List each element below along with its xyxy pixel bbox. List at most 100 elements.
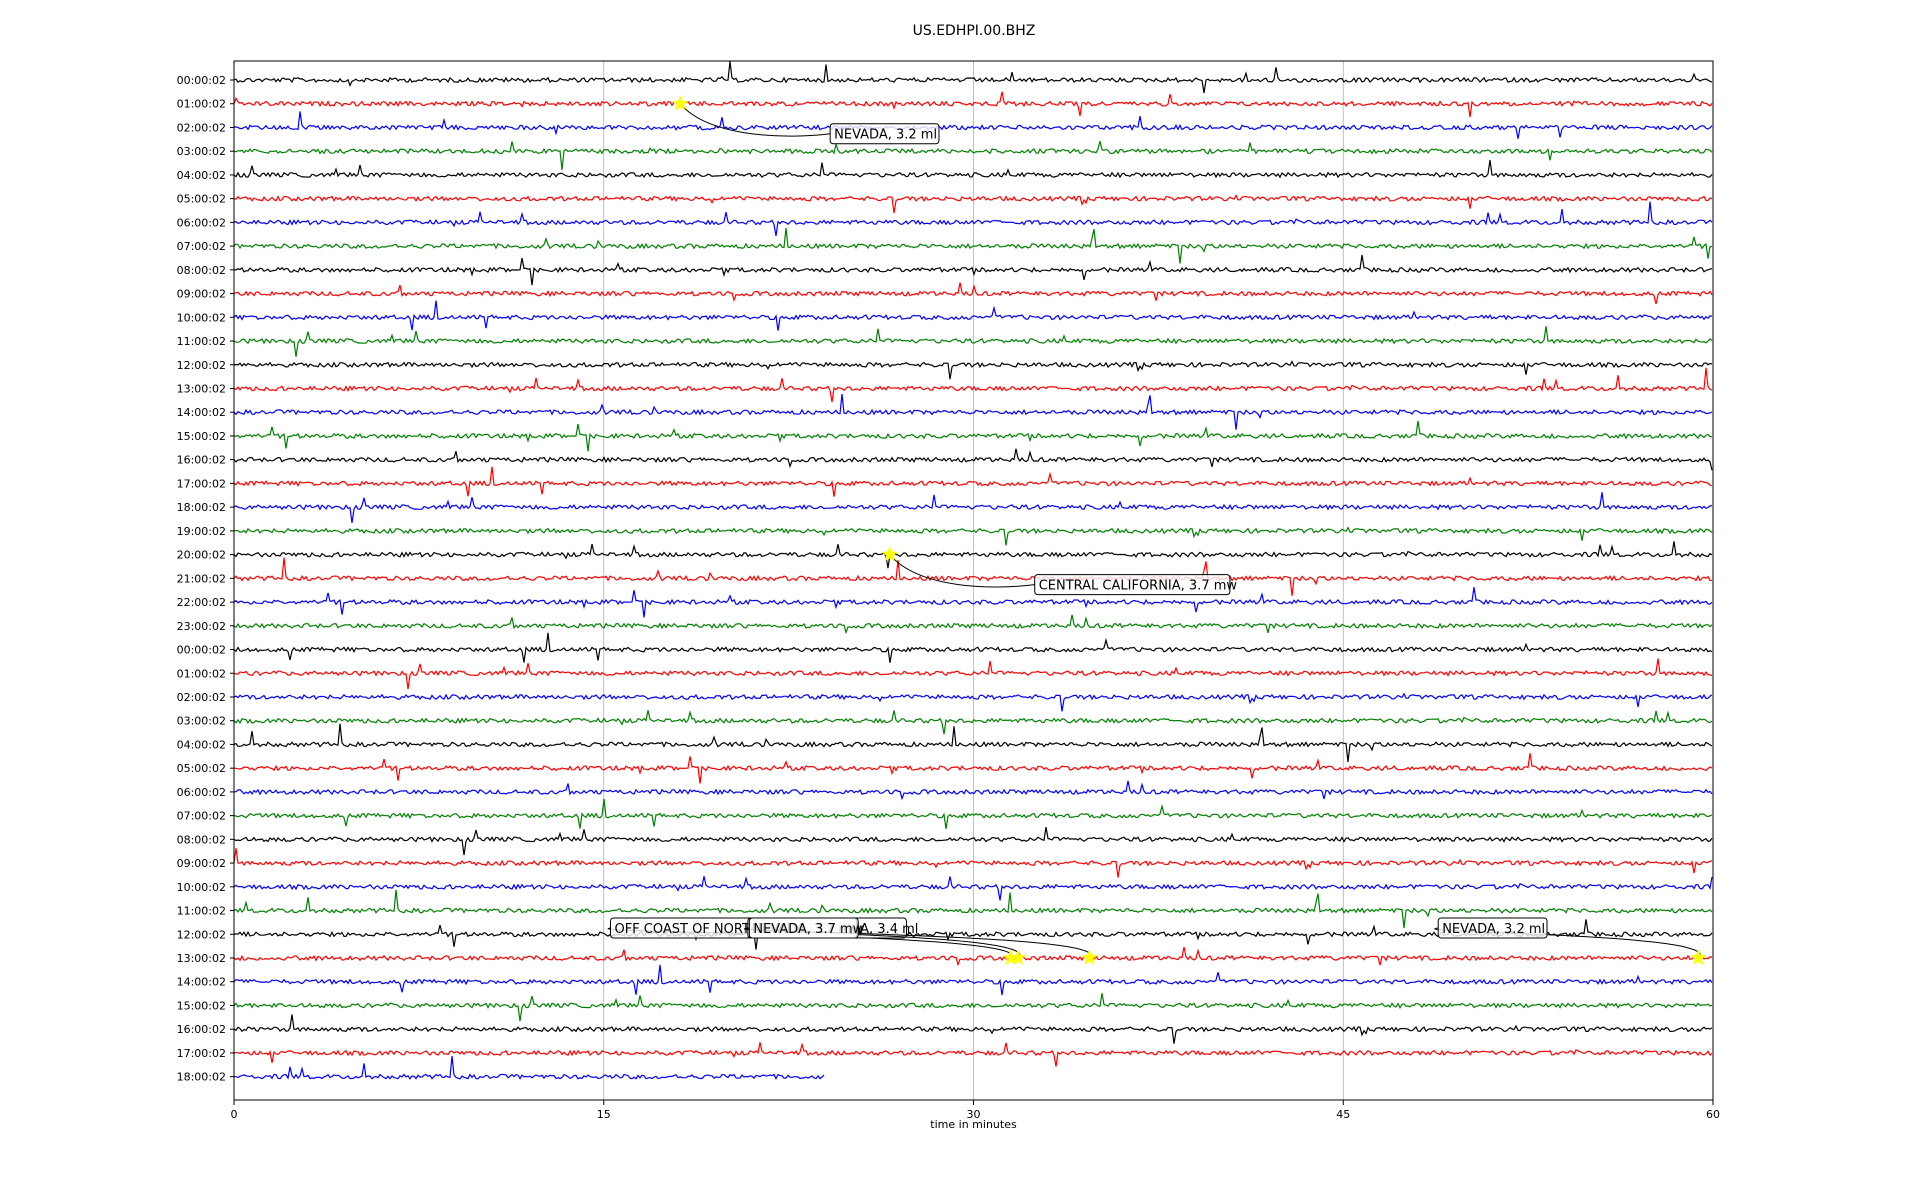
row-time-label: 03:00:02 (177, 715, 226, 728)
row-time-label: 23:00:02 (177, 620, 226, 633)
trace-row (233, 993, 1713, 1022)
trace-row (233, 964, 1713, 996)
event-label: NEVADA, 3.7 mw (753, 922, 863, 937)
grid-lines (603, 61, 1344, 1100)
row-time-label: 19:00:02 (177, 525, 226, 538)
trace-row (233, 111, 1713, 139)
trace-row (233, 1014, 1713, 1044)
trace-row (233, 692, 1713, 712)
event-label-box (748, 917, 859, 939)
trace-row (234, 1055, 825, 1080)
trace-row (233, 557, 1713, 596)
row-time-label: 02:00:02 (177, 121, 226, 134)
trace-row (233, 367, 1713, 403)
row-time-label: 03:00:02 (177, 145, 226, 158)
event-connector (889, 554, 1035, 588)
row-time-label: 15:00:02 (177, 999, 226, 1012)
x-tick-label: 15 (597, 1108, 611, 1121)
row-time-label: 12:00:02 (177, 928, 226, 941)
event-annotations: NEVADA, 3.2 ml CENTRAL CALIFORNIA, 3.7 mw… (607, 94, 1707, 966)
trace-row (233, 848, 1713, 878)
trace-row (233, 526, 1713, 546)
event-star-icon (1009, 949, 1027, 966)
trace-row (233, 889, 1713, 929)
trace-row (233, 541, 1713, 569)
trace-row (233, 587, 1713, 618)
event-annotation: NEVADA, 3.2 ml (1434, 917, 1707, 966)
event-star-icon (1689, 949, 1707, 966)
trace-row (233, 394, 1713, 430)
trace-row (233, 658, 1713, 690)
row-time-label: 18:00:02 (177, 501, 226, 514)
row-time-label: 17:00:02 (177, 477, 226, 490)
event-annotation: CENTRAL CALIFORNIA, 3.7 mw (881, 545, 1238, 596)
row-time-label: 06:00:02 (177, 786, 226, 799)
row-time-labels: 00:00:02 01:00:02 02:00:02 03:00:02 04:00:02… (177, 74, 234, 1084)
row-time-label: 01:00:02 (177, 98, 226, 111)
trace-row (233, 420, 1713, 452)
row-time-label: 05:00:02 (177, 762, 226, 775)
event-label: NEVADA, 3.2 ml (1442, 922, 1545, 937)
event-label-box (1437, 917, 1548, 939)
trace-row (233, 1042, 1713, 1067)
x-tick-label: 60 (1706, 1108, 1720, 1121)
trace-row (233, 201, 1713, 237)
row-time-label: 14:00:02 (177, 406, 226, 419)
event-label: CENTRAL CALIFORNIA, 3.7 mw (1039, 579, 1238, 594)
row-time-label: 10:00:02 (177, 881, 226, 894)
row-time-label: 12:00:02 (177, 359, 226, 372)
row-time-label: 08:00:02 (177, 833, 226, 846)
trace-row (233, 632, 1713, 663)
trace-row (233, 798, 1713, 829)
chart-title: US.EDHPI.00.BHZ (913, 23, 1036, 39)
row-time-label: 00:00:02 (177, 74, 226, 87)
trace-row (233, 300, 1713, 331)
row-time-label: 17:00:02 (177, 1047, 226, 1060)
row-time-label: 00:00:02 (177, 644, 226, 657)
row-time-label: 20:00:02 (177, 549, 226, 562)
event-label-box (1034, 574, 1231, 596)
row-time-label: 16:00:02 (177, 454, 226, 467)
x-tick-label: 0 (231, 1108, 238, 1121)
event-connector (679, 103, 831, 137)
row-time-label: 08:00:02 (177, 264, 226, 277)
row-time-label: 04:00:02 (177, 738, 226, 751)
trace-row (233, 492, 1713, 523)
trace-row (233, 227, 1713, 264)
row-time-label: 01:00:02 (177, 667, 226, 680)
row-time-label: 10:00:02 (177, 311, 226, 324)
trace-row (233, 946, 1713, 967)
row-time-label: 13:00:02 (177, 382, 226, 395)
row-time-label: 02:00:02 (177, 691, 226, 704)
trace-row (233, 254, 1713, 286)
event-star-icon (881, 545, 898, 562)
trace-row (233, 614, 1713, 635)
row-time-label: 11:00:02 (177, 335, 226, 348)
row-time-label: 09:00:02 (177, 857, 226, 870)
event-star-icon (1081, 949, 1098, 966)
event-annotation: NEVADA, 3.7 mw (746, 917, 1098, 966)
trace-row (233, 61, 1713, 94)
trace-row (233, 160, 1713, 179)
trace-row (233, 282, 1713, 305)
trace-row (233, 780, 1713, 801)
event-label-box (829, 123, 940, 145)
row-time-label: 13:00:02 (177, 952, 226, 965)
trace-row (233, 876, 1713, 901)
trace-row (233, 448, 1713, 471)
trace-row (233, 723, 1713, 762)
x-axis-ticks: 0 15 30 45 60 (231, 1100, 1720, 1121)
row-time-label: 14:00:02 (177, 976, 226, 989)
row-time-label: 16:00:02 (177, 1023, 226, 1036)
event-label: NEVADA, 3.2 ml (834, 128, 937, 143)
row-time-label: 22:00:02 (177, 596, 226, 609)
trace-row (233, 753, 1713, 784)
row-time-label: 18:00:02 (177, 1071, 226, 1084)
x-tick-label: 30 (967, 1108, 981, 1121)
row-time-label: 04:00:02 (177, 169, 226, 182)
row-time-label: 07:00:02 (177, 240, 226, 253)
trace-row (233, 360, 1713, 380)
row-time-label: 21:00:02 (177, 572, 226, 585)
x-axis-label: time in minutes (930, 1118, 1017, 1131)
